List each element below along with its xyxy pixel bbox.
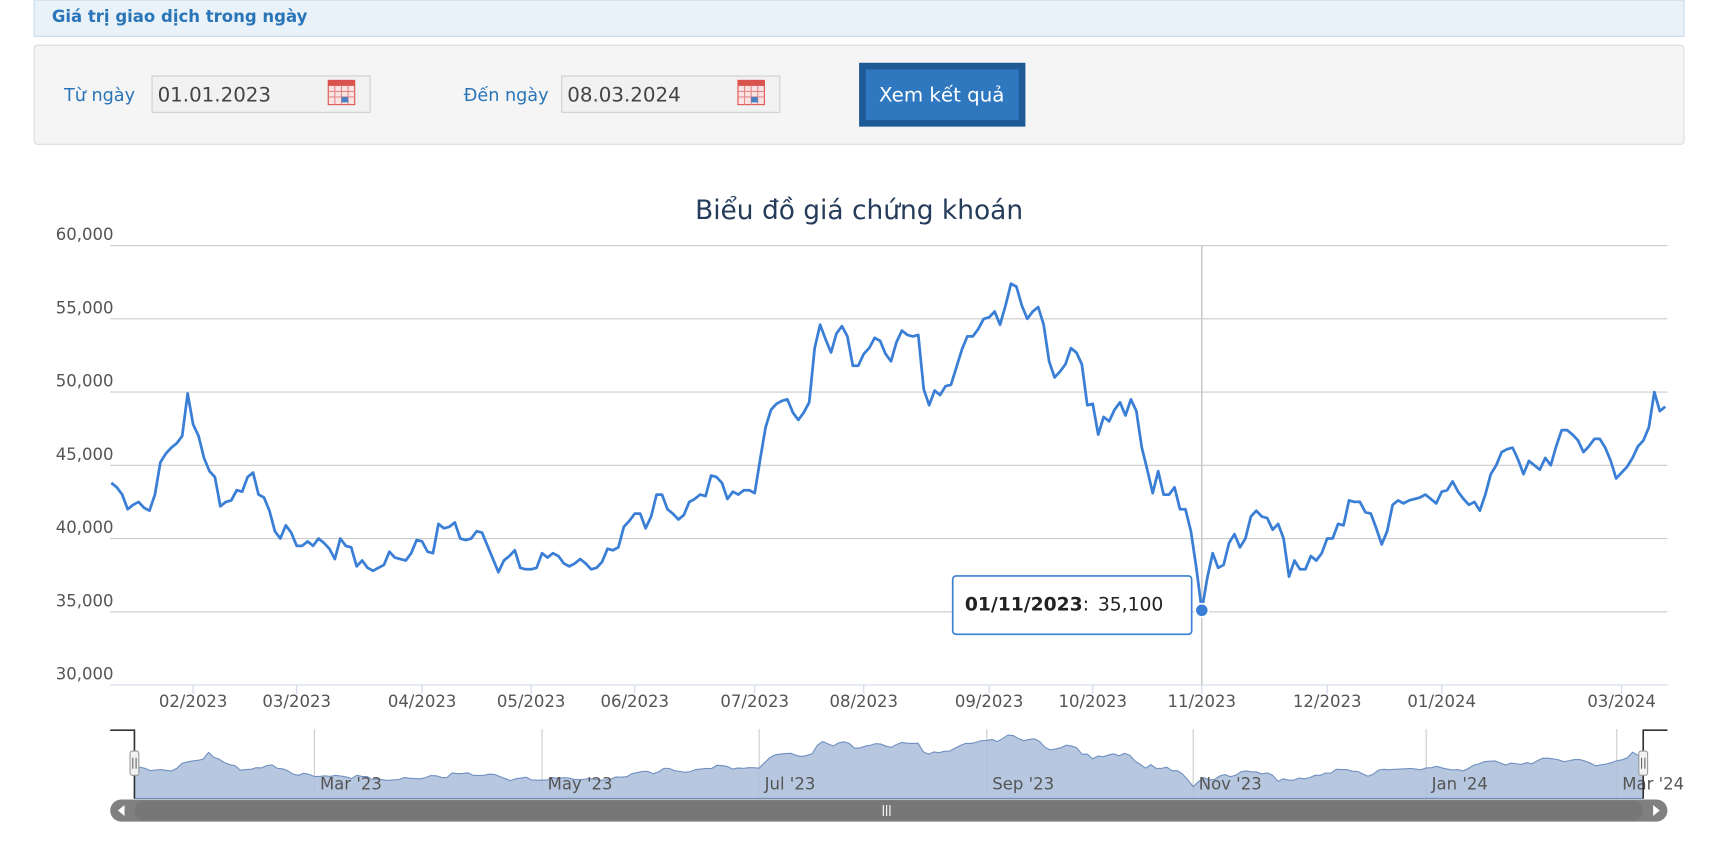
x-tick-label: 12/2023 [1293, 692, 1362, 711]
y-tick-label: 40,000 [56, 518, 114, 537]
x-tick-label: 07/2023 [720, 692, 789, 711]
x-tick-label: 08/2023 [829, 692, 898, 711]
x-tick-label: 09/2023 [955, 692, 1024, 711]
navigator-label: Jan '24 [1431, 775, 1488, 794]
submit-label: Xem kết quả [879, 83, 1004, 106]
chart: 30,000 35,000 40,000 45,000 50,000 55,000 60,0… [56, 225, 1684, 822]
scroll-right-arrow [1653, 805, 1660, 817]
x-tick-label: 10/2023 [1058, 692, 1127, 711]
navigator-label: May '23 [548, 775, 613, 794]
header-title: Giá trị giao dịch trong ngày [52, 7, 308, 26]
navigator-handle[interactable] [129, 750, 140, 776]
navigator-label: Jul '23 [764, 775, 816, 794]
header-bar [33, 0, 1685, 37]
y-tick-label: 55,000 [56, 298, 114, 317]
calendar-icon[interactable] [737, 79, 765, 106]
chart-title: Biểu đồ giá chứng khoán [695, 195, 1023, 226]
scrollbar-grip [882, 805, 891, 817]
to-label: Đến ngày [464, 85, 549, 106]
navigator-label: Sep '23 [992, 775, 1054, 794]
x-tick-label: 03/2023 [262, 692, 331, 711]
y-tick-label: 45,000 [56, 445, 114, 464]
x-tick-label: 05/2023 [497, 692, 566, 711]
calendar-icon[interactable] [327, 79, 356, 106]
y-tick-label: 35,000 [56, 591, 114, 610]
price-line [110, 282, 1667, 612]
y-tick-label: 30,000 [56, 665, 114, 684]
x-tick-label: 03/2024 [1587, 692, 1656, 711]
x-tick-label: 04/2023 [388, 692, 457, 711]
to-value: 08.03.2024 [567, 83, 680, 106]
x-tick-label: 11/2023 [1168, 692, 1237, 711]
navigator-label: Mar '24 [1622, 775, 1684, 794]
tooltip-text: 01/11/2023: 35,100 [965, 594, 1163, 615]
y-tick-label: 60,000 [56, 225, 114, 244]
y-tick-label: 50,000 [56, 372, 114, 391]
tooltip-box [951, 575, 1193, 636]
scroll-left-arrow [117, 805, 125, 817]
scrollbar-thumb [134, 800, 1644, 821]
tooltip-value: 35,100 [1098, 594, 1164, 615]
from-label: Từ ngày [63, 86, 135, 106]
from-value: 01.01.2023 [158, 83, 271, 106]
tooltip-separator: : [1083, 594, 1089, 615]
tooltip-date: 01/11/2023 [965, 594, 1083, 615]
navigator-label: Nov '23 [1199, 775, 1262, 794]
navigator-area [133, 734, 1644, 799]
handle-grip [132, 757, 137, 769]
x-tick-label: 06/2023 [600, 692, 669, 711]
navigator-label: Mar '23 [320, 775, 382, 794]
submit-button-face [865, 69, 1019, 121]
hover-point [1194, 602, 1210, 618]
x-tick-label: 01/2024 [1407, 692, 1476, 711]
handle-grip [1641, 757, 1646, 769]
navigator-handle[interactable] [1638, 750, 1649, 776]
x-tick-label: 02/2023 [159, 692, 228, 711]
